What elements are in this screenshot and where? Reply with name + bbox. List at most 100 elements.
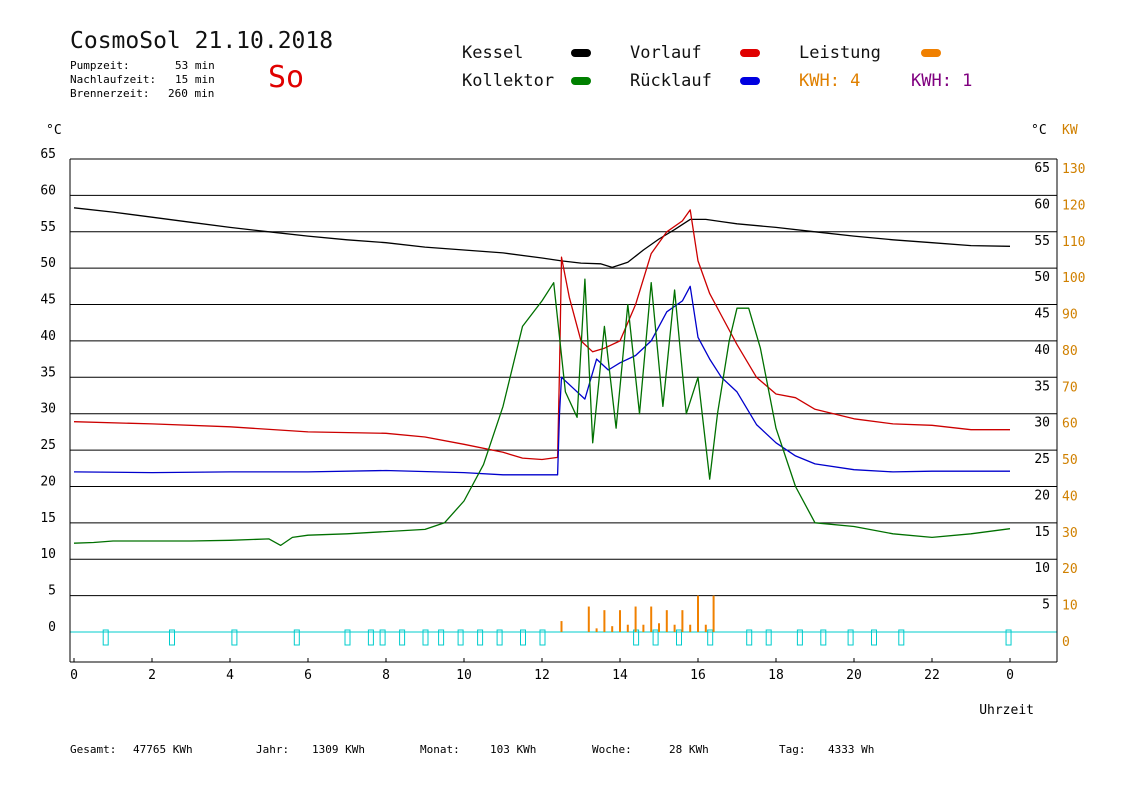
x-tick-label: 12 [534,668,550,683]
y-tick-label-left: 30 [40,402,56,417]
kw-tick-label: 80 [1062,344,1078,359]
y-tick-label-left: 45 [40,293,56,308]
kw-tick-label: 90 [1062,308,1078,323]
legend-kwh-solar: KWH: 1 [911,71,973,91]
info-label: Pumpzeit: [70,59,130,72]
y-tick-label-left: 15 [40,511,56,526]
status-marker [1005,629,1012,646]
kw-tick-label: 50 [1062,453,1078,468]
status-marker [707,629,714,646]
y-tick-label-left: 50 [40,256,56,271]
kw-tick-label: 60 [1062,417,1078,432]
status-marker [231,629,238,646]
y-axis-unit-right: °C [1031,123,1047,138]
kw-tick-label: 40 [1062,489,1078,504]
status-marker [520,629,526,646]
legend-swatch-kollektor [571,77,591,85]
status-marker [871,629,877,646]
status-marker [379,629,386,646]
x-tick-label: 6 [304,668,312,683]
status-marker [422,629,429,646]
legend-label-leistung: Leistung [799,43,881,63]
status-marker [399,629,406,646]
footer-value: 1309 KWh [312,743,365,756]
info-line-nachlaufzeit: Nachlaufzeit: 15 min [70,73,215,86]
info-value: 15 min [175,73,215,86]
footer-label: Monat: [420,743,460,756]
info-value: 53 min [175,59,215,72]
status-marker [367,629,374,646]
x-tick-label: 0 [1006,668,1014,683]
footer-jahr: Jahr: 1309 KWh [256,743,365,756]
footer-gesamt: Gesamt: 47765 KWh [70,743,193,756]
status-marker [796,629,803,646]
footer-label: Gesamt: [70,743,117,756]
footer-value: 103 KWh [490,743,537,756]
y-tick-label-left: 20 [40,474,56,489]
x-tick-label: 20 [846,668,862,683]
footer-monat: Monat: 103 KWh [420,743,536,756]
y-tick-label-right: 65 [1034,161,1050,176]
legend-label-kessel: Kessel [462,43,524,63]
x-tick-label: 16 [690,668,706,683]
y-tick-label-right: 25 [1034,452,1050,467]
x-tick-label: 2 [148,668,156,683]
y-tick-label-left: 0 [48,620,56,635]
info-line-pumpzeit: Pumpzeit: 53 min [70,59,215,72]
weekday-label: So [268,60,305,95]
legend-label-vorlauf: Vorlauf [630,43,702,63]
status-marker [344,629,351,646]
info-label: Nachlaufzeit: [70,73,157,86]
legend-label-kollektor: Kollektor [462,71,555,91]
y-tick-label-right: 60 [1034,197,1050,212]
kw-tick-label: 20 [1062,562,1078,577]
y-tick-label-left: 10 [40,547,56,562]
y-tick-label-right: 50 [1034,270,1050,285]
y-tick-label-right: 20 [1034,488,1050,503]
footer-label: Jahr: [256,743,290,756]
footer-value: 28 KWh [669,743,709,756]
series-vorlauf-line [73,209,1010,461]
footer-value: 4333 Wh [828,743,875,756]
kw-tick-label: 10 [1062,599,1078,614]
footer-value: 47765 KWh [133,743,193,756]
x-tick-label: 14 [612,668,628,683]
legend-swatch-leistung [921,49,941,57]
status-marker [102,629,109,646]
x-tick-label: 0 [70,668,78,683]
y-tick-label-right: 10 [1034,561,1050,576]
footer-woche: Woche: 28 KWh [592,743,709,756]
x-tick-label: 22 [924,668,940,683]
x-tick-label: 10 [456,668,472,683]
status-marker [457,629,464,646]
y-tick-label-right: 5 [1042,598,1050,613]
info-label: Brennerzeit: [70,87,150,100]
status-marker [847,629,854,646]
y-tick-label-left: 5 [48,584,56,599]
y-tick-label-left: 40 [40,329,56,344]
y-tick-label-right: 35 [1034,379,1050,394]
kw-tick-label: 30 [1062,526,1078,541]
kw-tick-label: 100 [1062,271,1085,286]
x-tick-label: 18 [768,668,784,683]
info-value: 260 min [168,87,215,100]
series-rcklauf-line [73,285,1010,476]
status-marker [496,629,503,646]
legend-label-ruecklauf: Rücklauf [630,71,712,91]
kw-tick-label: 130 [1062,162,1085,177]
y-tick-label-right: 30 [1034,416,1050,431]
y-tick-label-right: 55 [1034,234,1050,249]
y-tick-label-left: 55 [40,220,56,235]
x-axis-label: Uhrzeit [979,703,1034,718]
legend-swatch-kessel [571,49,591,57]
y-tick-label-left: 25 [40,438,56,453]
y-tick-label-right: 40 [1034,343,1050,358]
y-tick-label-right: 45 [1034,307,1050,322]
status-marker [765,629,772,646]
status-marker [169,629,175,646]
kw-tick-label: 70 [1062,380,1078,395]
status-marker [676,629,682,646]
kw-tick-label: 110 [1062,235,1085,250]
status-marker [477,629,484,646]
